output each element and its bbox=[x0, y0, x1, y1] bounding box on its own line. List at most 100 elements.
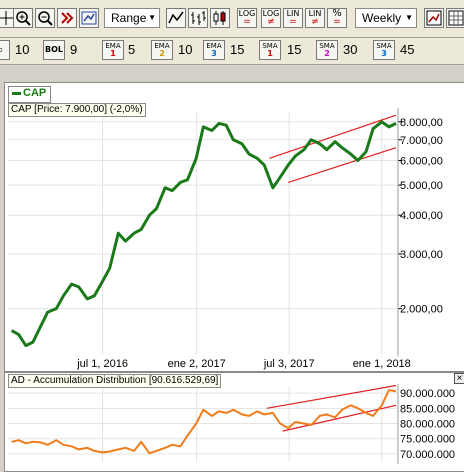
indicator-button-0[interactable]: ▭ bbox=[0, 40, 10, 60]
price-y-tick-label: 7.000,00 bbox=[400, 135, 443, 147]
fit-chart-icon bbox=[81, 11, 97, 25]
ad-panel bbox=[4, 372, 464, 472]
bol-button[interactable]: BOL bbox=[43, 40, 65, 60]
indicator-toolbar: ▭ 10 BOL 9 EMA 1 5 EMA 2 10 EMA 3 15 SMA… bbox=[0, 38, 464, 65]
close-icon: × bbox=[456, 373, 463, 384]
zoom-in-button[interactable] bbox=[13, 8, 33, 28]
indicator-0-value: 10 bbox=[15, 42, 30, 57]
lin-equal-label: LIN bbox=[286, 9, 300, 18]
symbol-legend[interactable]: CAP bbox=[8, 86, 52, 103]
crosshair-icon bbox=[0, 11, 13, 25]
lin-not-equal-button[interactable]: LIN ≠ bbox=[305, 8, 325, 28]
price-y-axis: 8.000,00 7.000,00 6.000,00 5.000,00 4.000,00… bbox=[397, 108, 443, 356]
period-dropdown[interactable]: Weekly ▼ bbox=[355, 8, 417, 28]
ad-y-tick-label: 75.000.000 bbox=[400, 434, 455, 446]
zoom-in-icon bbox=[16, 11, 31, 26]
range-dropdown[interactable]: Range ▼ bbox=[104, 8, 160, 28]
period-label: Weekly bbox=[362, 11, 402, 25]
sma-3-num: 3 bbox=[381, 49, 387, 58]
lin-equal-sub: = bbox=[289, 17, 297, 27]
zoom-out-icon bbox=[38, 11, 53, 26]
ema-3-label: EMA bbox=[206, 42, 222, 50]
price-panel bbox=[4, 82, 464, 372]
scroll-forward-button[interactable] bbox=[57, 8, 77, 28]
bar-chart-button[interactable] bbox=[188, 8, 208, 28]
ad-y-tick-label: 85.000.000 bbox=[400, 403, 455, 415]
trend-lines[interactable] bbox=[266, 114, 397, 432]
price-y-tick-label: 6.000,00 bbox=[400, 156, 443, 168]
double-chevron-right-icon bbox=[61, 12, 74, 24]
ema-1-button[interactable]: EMA 1 bbox=[102, 40, 124, 60]
chart-window-button[interactable] bbox=[424, 8, 444, 28]
ema-2-value: 10 bbox=[178, 42, 193, 57]
sma-2-value: 30 bbox=[343, 42, 358, 57]
percent-button[interactable]: % = bbox=[327, 8, 347, 28]
price-x-tick-label: jul 1, 2016 bbox=[76, 358, 128, 370]
sma-1-button[interactable]: SMA 1 bbox=[259, 40, 281, 60]
price-series-line bbox=[10, 120, 397, 348]
ad-grid bbox=[8, 386, 398, 462]
price-y-tick-label: 8.000,00 bbox=[400, 117, 443, 129]
log-not-equal-button[interactable]: LOG ≠ bbox=[261, 8, 281, 28]
bol-value: 9 bbox=[70, 42, 78, 57]
grid-icon bbox=[448, 10, 464, 26]
price-y-tick-label: 5.000,00 bbox=[400, 180, 443, 192]
lin-not-equal-label: LIN bbox=[308, 9, 322, 18]
trend-line[interactable] bbox=[288, 147, 397, 184]
bol-label: BOL bbox=[45, 45, 63, 54]
ohlc-bars-icon bbox=[191, 11, 206, 25]
ema-1-label: EMA bbox=[105, 42, 121, 50]
sma-3-button[interactable]: SMA 3 bbox=[373, 40, 395, 60]
sma-2-button[interactable]: SMA 2 bbox=[316, 40, 338, 60]
percent-label: % bbox=[332, 8, 342, 19]
candlestick-button[interactable] bbox=[210, 8, 230, 28]
price-y-tick-label: 3.000,00 bbox=[400, 249, 443, 261]
fit-chart-button[interactable] bbox=[79, 8, 99, 28]
zoom-out-button[interactable] bbox=[35, 8, 55, 28]
ema-1-num: 1 bbox=[110, 49, 116, 58]
lin-equal-button[interactable]: LIN = bbox=[283, 8, 303, 28]
percent-sub: = bbox=[333, 17, 341, 27]
sma-3-label: SMA bbox=[376, 42, 392, 50]
trend-line[interactable] bbox=[269, 114, 397, 159]
price-x-axis: jul 1, 2016 ene 2, 2017 jul 3, 2017 ene 1, … bbox=[76, 358, 411, 370]
ad-y-tick-label: 80.000.000 bbox=[400, 419, 455, 431]
sma-2-label: SMA bbox=[319, 42, 335, 50]
price-x-tick-label: ene 2, 2017 bbox=[168, 358, 226, 370]
series-swatch bbox=[12, 91, 21, 95]
symbol-legend-label: CAP bbox=[23, 87, 47, 99]
grid-settings-button[interactable] bbox=[446, 8, 464, 28]
ema-2-num: 2 bbox=[159, 49, 165, 58]
trend-line[interactable] bbox=[266, 384, 397, 409]
price-y-tick-label: 2.000,00 bbox=[400, 304, 443, 316]
sma-1-label: SMA bbox=[262, 42, 278, 50]
price-x-tick-label: jul 3, 2017 bbox=[263, 358, 315, 370]
log-not-equal-sub: ≠ bbox=[267, 17, 275, 27]
range-label: Range bbox=[111, 11, 147, 25]
lin-not-equal-sub: ≠ bbox=[311, 17, 319, 27]
ad-panel-title: AD - Accumulation Distribution [90.616.5… bbox=[8, 374, 222, 388]
sma-3-value: 45 bbox=[400, 42, 415, 57]
price-x-tick-label: ene 1, 2018 bbox=[353, 358, 411, 370]
price-y-tick-label: 4.000,00 bbox=[400, 210, 443, 222]
ad-y-tick-label: 70.000.000 bbox=[400, 449, 455, 461]
ema-2-button[interactable]: EMA 2 bbox=[151, 40, 173, 60]
ad-series-line bbox=[11, 389, 397, 455]
main-toolbar: Range ▼ LOG = LOG ≠ LIN = LIN ≠ % = Weekl… bbox=[0, 0, 464, 38]
indicator-0-glyph: ▭ bbox=[0, 41, 9, 54]
chart-window-icon bbox=[426, 10, 442, 26]
line-chart-button[interactable] bbox=[166, 8, 186, 28]
ema-2-label: EMA bbox=[154, 42, 170, 50]
ema-1-value: 5 bbox=[128, 42, 136, 57]
sma-1-num: 1 bbox=[267, 49, 273, 58]
log-not-equal-label: LOG bbox=[262, 9, 280, 18]
ad-y-axis: 90.000.000 85.000.000 80.000.000 75.000.000… bbox=[397, 384, 455, 464]
log-equal-button[interactable]: LOG = bbox=[237, 8, 257, 28]
price-panel-title: CAP [Price: 7.900,00] (-2,0%) bbox=[8, 103, 146, 117]
log-equal-sub: = bbox=[243, 17, 251, 27]
chevron-down-icon: ▼ bbox=[405, 13, 413, 22]
close-ad-panel-button[interactable]: × bbox=[454, 373, 464, 384]
ema-3-button[interactable]: EMA 3 bbox=[203, 40, 225, 60]
price-grid bbox=[8, 112, 398, 354]
